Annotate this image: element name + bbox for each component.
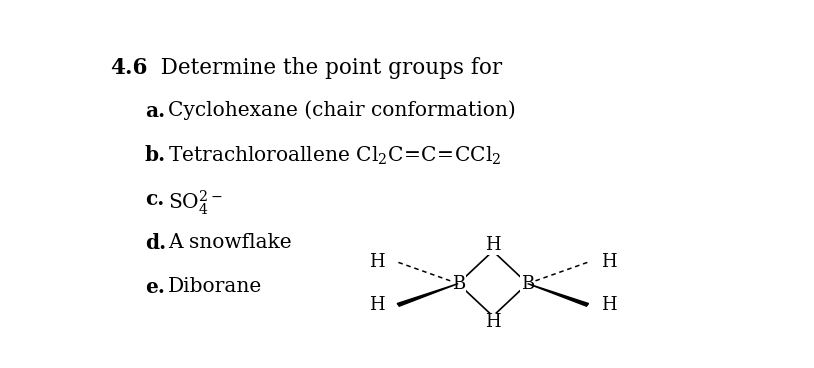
Text: Tetrachloroallene $\mathregular{Cl_2C\!=\!C\!=\!CCl_2}$: Tetrachloroallene $\mathregular{Cl_2C\!=… — [168, 145, 501, 167]
Text: a.: a. — [145, 101, 164, 121]
Polygon shape — [397, 284, 458, 306]
Text: Determine the point groups for: Determine the point groups for — [147, 57, 502, 79]
Text: Diborane: Diborane — [168, 276, 262, 296]
Text: H: H — [485, 236, 501, 254]
Text: b.: b. — [145, 145, 166, 165]
Text: A snowflake: A snowflake — [168, 233, 291, 252]
Text: B: B — [452, 275, 465, 293]
Text: Cyclohexane (chair conformation): Cyclohexane (chair conformation) — [168, 101, 516, 120]
Text: H: H — [485, 314, 501, 332]
Text: c.: c. — [145, 189, 164, 209]
Text: e.: e. — [145, 276, 164, 297]
Text: H: H — [602, 296, 617, 314]
Text: B: B — [521, 275, 534, 293]
Polygon shape — [527, 284, 589, 306]
Text: H: H — [369, 296, 384, 314]
Text: 4.6: 4.6 — [110, 57, 147, 79]
Text: $\mathregular{SO_4^{2-}}$: $\mathregular{SO_4^{2-}}$ — [168, 189, 222, 217]
Text: H: H — [369, 253, 384, 271]
Text: H: H — [602, 253, 617, 271]
Text: d.: d. — [145, 233, 166, 252]
